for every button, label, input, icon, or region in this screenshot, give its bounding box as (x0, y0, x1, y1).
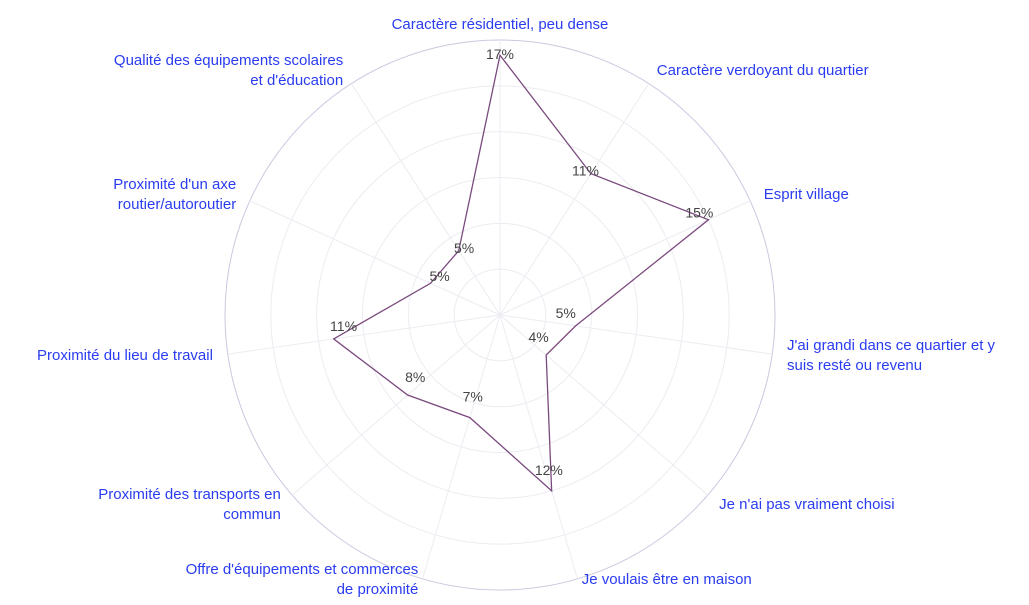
value-label: 11% (330, 318, 357, 334)
value-label: 5% (454, 240, 474, 256)
value-label: 5% (429, 268, 449, 284)
spoke (249, 200, 501, 316)
value-label: 11% (572, 163, 599, 179)
spoke (499, 83, 650, 316)
value-label: 17% (486, 46, 514, 62)
category-label: J'ai grandi dans ce quartier et y suis r… (787, 337, 996, 375)
spoke (350, 83, 501, 316)
radar-line (332, 53, 710, 493)
category-label: Proximité du lieu de travail (37, 347, 213, 365)
category-label: Caractère verdoyant du quartier (656, 62, 869, 80)
spoke (422, 314, 501, 580)
spoke (291, 314, 501, 496)
value-label: 12% (535, 462, 563, 478)
category-label: Offre d'équipements et commerces de prox… (185, 561, 419, 598)
category-label: Qualité des équipements scolaires et d'é… (113, 52, 344, 90)
value-label: 7% (463, 389, 483, 405)
value-label: 8% (405, 369, 425, 385)
category-label: Esprit village (763, 185, 849, 203)
category-label: Proximité des transports en commun (98, 485, 281, 523)
category-label: Proximité d'un axe routier/autoroutier (113, 175, 237, 213)
value-label: 4% (529, 329, 549, 345)
value-label: 15% (685, 205, 713, 221)
value-label: 5% (556, 305, 576, 321)
category-label: Je n'ai pas vraiment choisi (719, 495, 895, 513)
spoke (499, 314, 773, 355)
category-label: Caractère résidentiel, peu dense (391, 16, 609, 33)
spoke (499, 314, 709, 496)
spoke (227, 314, 501, 355)
spoke (499, 314, 578, 580)
category-label: Je voulais être en maison (581, 571, 752, 588)
